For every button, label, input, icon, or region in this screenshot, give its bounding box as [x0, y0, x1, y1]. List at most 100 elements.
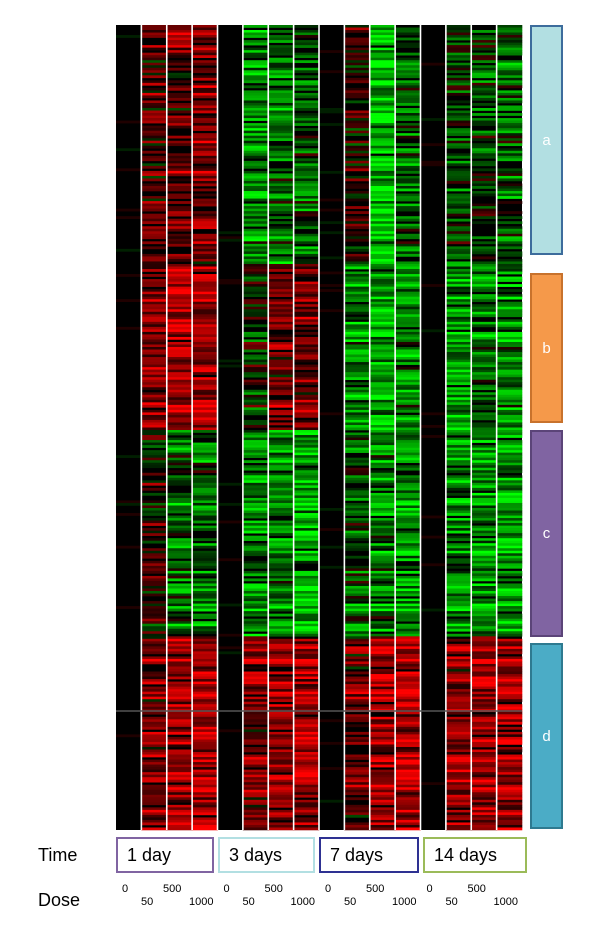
heatmap-cell	[293, 261, 320, 265]
heatmap-cell	[395, 135, 421, 139]
heatmap-cell	[471, 618, 497, 622]
heatmap-cell	[496, 261, 523, 265]
heatmap-cell	[192, 175, 218, 179]
heatmap-cell	[141, 585, 168, 589]
heatmap-cell	[445, 497, 472, 501]
heatmap-cell	[496, 374, 523, 378]
heatmap-cell	[395, 631, 421, 635]
heatmap-cell	[445, 480, 472, 484]
heatmap-cell	[166, 299, 193, 303]
heatmap-cell	[344, 422, 371, 426]
heatmap-cell	[166, 460, 193, 464]
heatmap-cell	[369, 228, 396, 232]
heatmap-cell	[395, 115, 421, 119]
heatmap-cell	[369, 241, 396, 245]
heatmap-cell	[395, 294, 421, 297]
heatmap-cell	[471, 827, 497, 831]
heatmap-cell	[319, 508, 345, 511]
heatmap-cell	[496, 372, 523, 375]
heatmap-cell	[268, 417, 294, 421]
heatmap-cell	[268, 437, 294, 441]
heatmap-cell	[293, 613, 320, 617]
heatmap-cell	[268, 404, 294, 408]
heatmap-cell	[293, 467, 320, 471]
heatmap-cell	[369, 369, 396, 373]
heatmap-cell	[445, 153, 472, 157]
heatmap-cell	[445, 538, 472, 542]
heatmap-cell	[445, 553, 472, 557]
heatmap-cell	[344, 286, 371, 290]
heatmap-cell	[445, 663, 472, 667]
heatmap-cell	[192, 389, 218, 393]
heatmap-cell	[395, 741, 421, 745]
heatmap-cell	[293, 827, 320, 831]
heatmap-cell	[293, 241, 320, 245]
heatmap-cell	[192, 596, 218, 599]
heatmap-cell	[395, 435, 421, 438]
heatmap-cell	[293, 128, 320, 131]
heatmap-cell	[242, 231, 269, 235]
heatmap-cell	[471, 578, 497, 582]
heatmap-cell	[496, 646, 523, 650]
heatmap-cell	[445, 565, 472, 569]
heatmap-cell	[445, 802, 472, 806]
heatmap-cell	[319, 799, 345, 803]
heatmap-cell	[192, 253, 218, 257]
heatmap-cell	[395, 57, 421, 61]
heatmap-cell	[344, 568, 371, 572]
heatmap-cell	[141, 424, 168, 428]
heatmap-cell	[192, 233, 218, 237]
heatmap-cell	[268, 309, 294, 313]
heatmap-cell	[192, 138, 218, 142]
heatmap-cell	[268, 180, 294, 184]
heatmap-cell	[496, 455, 523, 458]
heatmap-cell	[496, 606, 523, 609]
heatmap-cell	[192, 555, 218, 559]
heatmap-cell	[268, 286, 294, 290]
heatmap-cell	[369, 389, 396, 393]
heatmap-cell	[445, 228, 472, 232]
heatmap-cell	[445, 487, 472, 491]
heatmap-cell	[293, 387, 320, 391]
heatmap-cell	[141, 455, 168, 458]
heatmap-cell	[445, 658, 472, 662]
heatmap-cell	[369, 90, 396, 94]
heatmap-cell	[293, 221, 320, 225]
heatmap-cell	[369, 213, 396, 217]
heatmap-cell	[445, 274, 472, 277]
heatmap-cell	[293, 648, 320, 652]
heatmap-cell	[268, 374, 294, 378]
heatmap-cell	[192, 367, 218, 370]
heatmap-cell	[192, 731, 218, 735]
heatmap-cell	[166, 306, 193, 310]
heatmap-cell	[166, 613, 193, 617]
heatmap-cell	[369, 304, 396, 308]
heatmap-cell	[344, 42, 371, 46]
heatmap-cell	[496, 347, 523, 350]
heatmap-cell	[471, 570, 497, 574]
heatmap-cell	[293, 108, 320, 111]
heatmap-cell	[496, 407, 523, 411]
heatmap-cell	[344, 165, 371, 169]
heatmap-cell	[166, 676, 193, 680]
heatmap-cell	[496, 669, 523, 672]
heatmap-cell	[471, 510, 497, 514]
heatmap-cell	[445, 817, 472, 821]
heatmap-cell	[496, 294, 523, 297]
heatmap-cell	[242, 128, 269, 131]
heatmap-cell	[471, 447, 497, 451]
heatmap-cell	[496, 814, 523, 818]
heatmap-cell	[141, 284, 168, 287]
heatmap-cell	[268, 120, 294, 124]
heatmap-cell	[395, 70, 421, 74]
heatmap-cell	[293, 807, 320, 811]
heatmap-cell	[192, 455, 218, 458]
heatmap-cell	[141, 387, 168, 391]
heatmap-cell	[471, 704, 497, 708]
heatmap-cell	[192, 746, 218, 750]
heatmap-cell	[268, 369, 294, 373]
heatmap-cell	[141, 726, 168, 730]
heatmap-cell	[268, 306, 294, 310]
heatmap-cell	[166, 326, 193, 330]
heatmap-cell	[496, 201, 523, 204]
